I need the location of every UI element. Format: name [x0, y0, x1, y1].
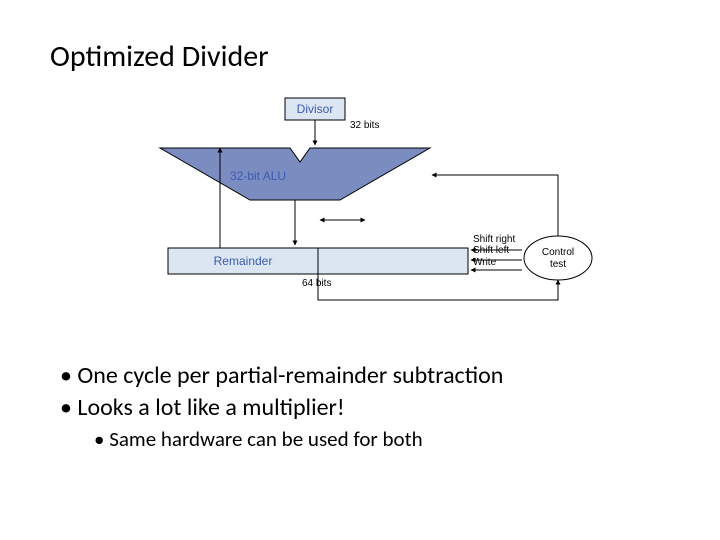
bullet-2-text: Looks a lot like a multiplier! [77, 393, 344, 422]
control-test-label-2: test [550, 259, 566, 270]
bullet-2a-text: Same hardware can be used for both [109, 426, 422, 452]
divisor-bits-label: 32 bits [350, 120, 379, 131]
bullet-1: • One cycle per partial-remainder subtra… [60, 360, 503, 392]
ctrl-to-alu-line [432, 175, 558, 236]
remainder-to-ctrl-line [318, 274, 558, 300]
ctrl-shift-left-label: Shift left [473, 245, 509, 256]
ctrl-shift-right-label: Shift right [473, 234, 515, 245]
divisor-label: Divisor [297, 102, 334, 116]
remainder-label: Remainder [214, 254, 273, 268]
alu-label: 32-bit ALU [230, 169, 286, 183]
bullet-2: • Looks a lot like a multiplier! [60, 392, 503, 424]
remainder-bits-label: 64 bits [302, 278, 331, 289]
divider-diagram: Divisor 32 bits 32-bit ALU Remainder 64 … [120, 90, 640, 340]
bullet-list: • One cycle per partial-remainder subtra… [60, 360, 503, 453]
control-test-oval [524, 236, 592, 280]
bullet-1-text: One cycle per partial-remainder subtract… [77, 361, 503, 390]
alu-shape [160, 148, 430, 200]
slide-title: Optimized Divider [50, 38, 269, 75]
control-test-label-1: Control [542, 247, 574, 258]
ctrl-write-label: Write [473, 257, 497, 268]
bullet-2a: • Same hardware can be used for both [94, 425, 503, 453]
